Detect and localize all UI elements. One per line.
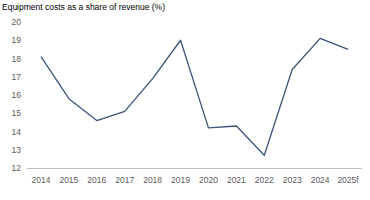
x-tick-label: 2022 bbox=[255, 175, 274, 185]
x-tick-label: 2017 bbox=[115, 175, 134, 185]
y-tick-label: 15 bbox=[12, 108, 22, 118]
y-tick-label: 20 bbox=[12, 17, 22, 27]
y-tick-label: 17 bbox=[12, 72, 22, 82]
chart-title: Equipment costs as a share of revenue (%… bbox=[2, 2, 165, 12]
x-axis-line bbox=[27, 168, 362, 169]
x-tick-label: 2025f bbox=[337, 175, 359, 185]
y-tick-label: 18 bbox=[12, 54, 22, 64]
chart: Equipment costs as a share of revenue (%… bbox=[0, 0, 370, 200]
x-tick-label: 2020 bbox=[199, 175, 218, 185]
x-tick-label: 2019 bbox=[171, 175, 190, 185]
data-line bbox=[41, 38, 348, 155]
x-tick-label: 2015 bbox=[59, 175, 78, 185]
x-tick-label: 2016 bbox=[87, 175, 106, 185]
x-tick-label: 2018 bbox=[143, 175, 162, 185]
y-tick-label: 19 bbox=[12, 35, 22, 45]
x-tick-label: 2014 bbox=[31, 175, 50, 185]
x-tick-label: 2023 bbox=[283, 175, 302, 185]
y-tick-label: 13 bbox=[12, 145, 22, 155]
y-tick-label: 14 bbox=[12, 127, 22, 137]
plot-area bbox=[41, 38, 348, 155]
x-tick-label: 2024 bbox=[311, 175, 330, 185]
y-tick-label: 12 bbox=[12, 163, 22, 173]
y-tick-label: 16 bbox=[12, 90, 22, 100]
x-tick-label: 2021 bbox=[227, 175, 246, 185]
